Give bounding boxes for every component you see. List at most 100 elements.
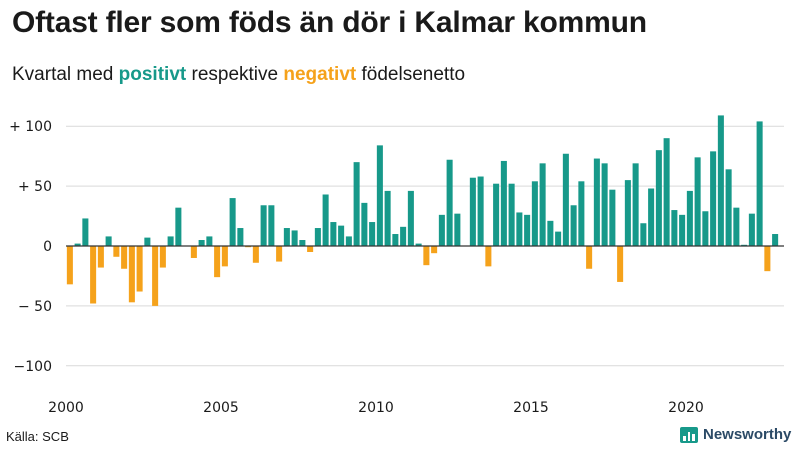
y-tick-label: + 100: [9, 119, 52, 135]
bar-2010K1: [376, 145, 383, 246]
bar-2018K3: [640, 223, 647, 246]
y-tick-label: 0: [43, 239, 52, 255]
bar-2008K2: [322, 194, 329, 246]
bar-2005K4: [245, 246, 252, 248]
bar-2019K4: [679, 214, 686, 246]
bar-2013K4: [493, 183, 500, 246]
bar-2021K3: [733, 207, 740, 246]
bar-2016K3: [578, 181, 585, 246]
bar-2020K1: [686, 190, 693, 246]
bar-2017K2: [601, 163, 608, 246]
bar-2017K4: [617, 246, 624, 282]
bar-2016K4: [586, 246, 593, 269]
bar-2008K4: [338, 225, 345, 246]
bar-2009K1: [345, 236, 352, 246]
bar-2016K2: [570, 205, 577, 246]
bar-2000K3: [82, 218, 89, 246]
bar-2011K2: [415, 243, 422, 246]
bar-2002K3: [144, 237, 151, 246]
bar-2014K4: [524, 214, 531, 246]
bar-2003K2: [167, 236, 174, 246]
bar-2016K1: [562, 153, 569, 246]
bar-2015K4: [555, 231, 562, 246]
bar-2006K2: [260, 205, 267, 246]
bar-2017K3: [609, 189, 616, 246]
bar-2020K2: [694, 157, 701, 246]
x-tick-label: 2015: [513, 400, 549, 416]
bar-2012K2: [446, 159, 453, 246]
bar-2000K1: [66, 246, 73, 285]
bar-2007K1: [283, 228, 290, 246]
bar-2021K1: [717, 115, 724, 246]
brand-logo: Newsworthy: [680, 426, 791, 443]
subtitle-suffix: födelsenetto: [356, 64, 466, 85]
bar-2019K3: [671, 210, 678, 246]
bar-2015K3: [547, 220, 554, 246]
bar-2000K2: [74, 243, 81, 246]
bar-2014K2: [508, 183, 515, 246]
subtitle-negative-word: negativt: [283, 64, 357, 85]
bar-2011K3: [423, 246, 430, 266]
bar-chart-logo-icon: [680, 426, 698, 443]
bar-2014K3: [516, 212, 523, 246]
bar-2011K1: [407, 190, 414, 246]
x-tick-label: 2000: [48, 400, 84, 416]
bar-2004K3: [206, 236, 213, 246]
bar-2012K3: [454, 213, 461, 246]
bar-2001K2: [105, 236, 112, 246]
y-tick-label: + 50: [18, 179, 52, 195]
bar-2022K4: [772, 234, 779, 246]
chart-title: Oftast fler som föds än dör i Kalmar kom…: [12, 6, 647, 39]
bar-2011K4: [431, 246, 438, 254]
bar-2007K2: [291, 230, 298, 246]
brand-name: Newsworthy: [703, 426, 792, 443]
bar-2003K1: [159, 246, 166, 268]
bar-2007K4: [307, 246, 314, 252]
bar-2007K3: [299, 240, 306, 246]
bar-2009K4: [369, 222, 376, 246]
bar-2010K2: [384, 190, 391, 246]
bar-2001K4: [121, 246, 128, 269]
bar-2020K4: [710, 151, 717, 246]
axes: + 100 + 50 0 − 50 −100 2000 2005 2010 2015 2020: [9, 119, 784, 416]
bar-2004K4: [214, 246, 221, 278]
subtitle-middle: respektive: [186, 64, 284, 85]
bar-2012K1: [438, 214, 445, 246]
bar-2020K3: [702, 211, 709, 246]
bar-2006K3: [268, 205, 275, 246]
bar-2022K2: [756, 121, 763, 246]
subtitle-positive-word: positivt: [118, 64, 187, 85]
bar-2001K1: [97, 246, 104, 268]
bar-2008K3: [330, 222, 337, 246]
x-tick-label: 2005: [203, 400, 239, 416]
source-note: Källa: SCB: [6, 429, 69, 444]
bar-2013K2: [477, 176, 484, 246]
bar-2022K1: [748, 213, 755, 246]
x-tick-label: 2010: [358, 400, 394, 416]
bar-2001K3: [113, 246, 120, 257]
bar-2006K4: [276, 246, 283, 262]
bar-2008K1: [314, 228, 321, 246]
bar-2019K1: [655, 150, 662, 246]
bar-2010K3: [392, 234, 399, 246]
subtitle-prefix: Kvartal med: [12, 64, 119, 85]
bar-2002K1: [128, 246, 135, 303]
bar-2022K3: [764, 246, 771, 272]
bar-2013K1: [469, 177, 476, 246]
bar-2005K3: [237, 228, 244, 246]
y-tick-label: −100: [14, 359, 52, 375]
bar-2013K3: [485, 246, 492, 267]
bar-2015K2: [539, 163, 546, 246]
bar-2005K1: [221, 246, 228, 267]
bar-2015K1: [531, 181, 538, 246]
bar-2004K2: [198, 240, 205, 246]
bar-2000K4: [90, 246, 97, 304]
bar-2017K1: [593, 158, 600, 246]
bar-2021K2: [725, 169, 732, 246]
y-tick-label: − 50: [18, 299, 52, 315]
bar-2003K3: [175, 207, 182, 246]
bar-2009K3: [361, 202, 368, 246]
x-tick-label: 2020: [668, 400, 704, 416]
chart-subtitle: Kvartal med positivt respektive negativt…: [12, 64, 465, 86]
